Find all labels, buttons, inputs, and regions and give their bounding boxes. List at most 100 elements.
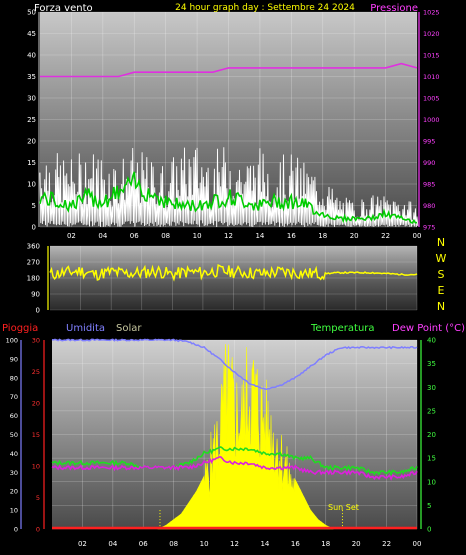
temperature-axis: 0 5 10 15 20 25 30 35 40 xyxy=(420,337,436,534)
dewpoint-line xyxy=(51,456,418,481)
header-left-label: Forza vento xyxy=(34,3,93,14)
direction-panel-series xyxy=(49,263,418,282)
temperature-tick-label: 35 xyxy=(427,360,436,368)
solar-area xyxy=(157,343,334,530)
humidity-tick-label: 90 xyxy=(10,355,18,363)
rain-tick-label: 5 xyxy=(36,494,40,502)
temperature-tick-label: 15 xyxy=(427,455,436,463)
humidity-tick-label: 60 xyxy=(10,412,18,420)
wind-speed-axis: 0 5 10 15 20 25 30 35 40 45 50 xyxy=(27,9,40,232)
x-tick-label: 14 xyxy=(255,232,264,240)
wind-panel-x-axis: 02 04 06 08 10 12 14 16 18 20 22 00 xyxy=(67,232,422,240)
x-tick-label: 04 xyxy=(98,232,107,240)
temperature-tick-label: 30 xyxy=(427,384,436,392)
direction-tick-label: 180 xyxy=(27,275,40,283)
direction-axis: 0 90 180 270 360 xyxy=(27,243,49,315)
pressure-tick-label: 1015 xyxy=(423,52,440,60)
x-tick-label: 16 xyxy=(287,232,296,240)
y-tick-label: 45 xyxy=(27,30,36,38)
temperature-tick-label: 20 xyxy=(427,431,436,439)
rain-tick-label: 10 xyxy=(32,463,40,471)
pressure-tick-label: 980 xyxy=(423,202,435,210)
rain-tick-label: 25 xyxy=(32,368,40,376)
y-tick-label: 25 xyxy=(27,116,36,124)
x-tick-label: 02 xyxy=(67,232,76,240)
pressure-tick-label: 995 xyxy=(423,138,435,146)
x-tick-label: 10 xyxy=(200,540,209,548)
x-tick-label: 06 xyxy=(139,540,148,548)
x-tick-label: 20 xyxy=(350,232,359,240)
wind-direction-line xyxy=(49,263,418,282)
sunset-label: Sun Set xyxy=(328,503,359,512)
legend-humidity: Umidita xyxy=(66,323,105,334)
legend-solar: Solar xyxy=(116,323,142,334)
direction-tick-label: 360 xyxy=(27,243,40,251)
x-tick-label: 00 xyxy=(413,540,422,548)
average-wind-line xyxy=(39,171,418,225)
y-tick-label: 0 xyxy=(32,224,36,232)
wind-panel-series xyxy=(39,62,419,228)
y-tick-label: 5 xyxy=(32,202,36,210)
climate-panel-series xyxy=(51,338,418,530)
temperature-tick-label: 5 xyxy=(427,502,431,510)
x-tick-label: 12 xyxy=(230,540,239,548)
x-tick-label: 12 xyxy=(224,232,233,240)
compass-label: E xyxy=(438,284,445,297)
direction-panel-grid xyxy=(50,245,418,311)
pressure-tick-label: 1005 xyxy=(423,95,440,103)
temperature-line xyxy=(51,446,418,477)
pressure-tick-label: 1025 xyxy=(423,9,440,17)
x-tick-label: 22 xyxy=(382,540,391,548)
legend-temperature: Temperatura xyxy=(310,323,375,334)
wind-gust-line xyxy=(39,147,419,228)
pressure-tick-label: 1010 xyxy=(423,73,440,81)
rain-axis: 0 5 10 15 20 25 30 xyxy=(32,337,45,534)
y-tick-label: 15 xyxy=(27,159,36,167)
direction-tick-label: 90 xyxy=(31,291,40,299)
humidity-tick-label: 10 xyxy=(10,507,18,515)
humidity-axis: 0 10 20 30 40 50 60 70 80 90 100 xyxy=(6,337,22,534)
humidity-tick-label: 30 xyxy=(10,469,18,477)
pressure-axis: 975 980 985 990 995 1000 1005 1010 1015 1020 1025 xyxy=(418,9,440,232)
temperature-tick-label: 25 xyxy=(427,407,436,415)
x-tick-label: 22 xyxy=(381,232,390,240)
rain-tick-label: 15 xyxy=(32,431,40,439)
header-title: 24 hour graph day : Settembre 24 2024 xyxy=(175,3,355,13)
x-tick-label: 14 xyxy=(260,540,269,548)
x-tick-label: 10 xyxy=(193,232,202,240)
rain-tick-label: 30 xyxy=(32,337,40,345)
pressure-tick-label: 1020 xyxy=(423,30,440,38)
y-tick-label: 30 xyxy=(27,95,36,103)
x-tick-label: 20 xyxy=(352,540,361,548)
pressure-tick-label: 975 xyxy=(423,224,435,232)
y-tick-label: 40 xyxy=(27,52,36,60)
temperature-tick-label: 40 xyxy=(427,337,436,345)
pressure-line xyxy=(40,62,418,78)
x-tick-label: 02 xyxy=(78,540,87,548)
compass-label: S xyxy=(438,268,445,281)
x-tick-label: 16 xyxy=(291,540,300,548)
y-tick-label: 10 xyxy=(27,181,36,189)
compass-label: W xyxy=(436,252,447,265)
pressure-tick-label: 985 xyxy=(423,181,435,189)
humidity-line xyxy=(51,338,418,390)
humidity-tick-label: 100 xyxy=(6,337,18,345)
x-tick-label: 08 xyxy=(169,540,178,548)
x-tick-label: 18 xyxy=(318,232,327,240)
humidity-tick-label: 20 xyxy=(10,488,18,496)
humidity-tick-label: 50 xyxy=(10,431,18,439)
pressure-tick-label: 990 xyxy=(423,159,435,167)
legend-dewpoint: Dew Point (°C) xyxy=(392,323,465,334)
climate-panel-x-axis: 02 04 06 08 10 12 14 16 18 20 22 00 xyxy=(78,540,422,548)
humidity-tick-label: 70 xyxy=(10,393,18,401)
y-tick-label: 35 xyxy=(27,73,36,81)
temperature-tick-label: 10 xyxy=(427,478,436,486)
rain-tick-label: 20 xyxy=(32,400,40,408)
temperature-tick-label: 0 xyxy=(427,526,431,534)
direction-tick-label: 0 xyxy=(36,307,40,315)
y-tick-label: 50 xyxy=(27,9,36,17)
x-tick-label: 06 xyxy=(130,232,139,240)
compass-label: N xyxy=(437,236,445,249)
